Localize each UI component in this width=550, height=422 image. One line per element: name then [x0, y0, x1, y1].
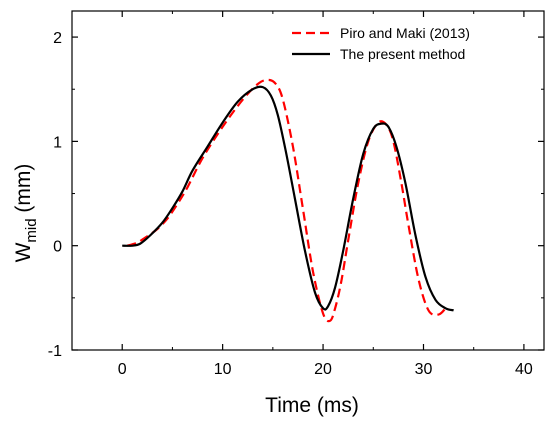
y-tick-label: -1 — [48, 343, 62, 360]
x-axis-title: Time (ms) — [265, 394, 359, 417]
x-tick-label: 0 — [118, 361, 127, 378]
y-tick-label: 0 — [53, 239, 62, 256]
plot-frame — [71, 10, 545, 351]
legend: Piro and Maki (2013) The present method — [292, 25, 470, 62]
y-axis-title-base: W — [12, 242, 35, 262]
series-line-2 — [122, 85, 454, 312]
y-axis-title-subscript: mid — [23, 218, 40, 242]
x-tick-label: 10 — [214, 361, 232, 378]
legend-label-1: Piro and Maki (2013) — [340, 25, 470, 41]
x-tick-label: 20 — [314, 361, 332, 378]
y-tick-label: 1 — [53, 134, 62, 151]
plot-area: 0 10 20 30 40 -1 0 1 2 — [48, 10, 545, 378]
x-tick-label: 30 — [415, 361, 433, 378]
legend-label-2: The present method — [340, 46, 465, 62]
y-axis-title: Wmid (mm) — [12, 164, 40, 263]
x-tick-label: 40 — [515, 361, 533, 378]
y-axis-title-unit: (mm) — [12, 164, 35, 219]
y-tick-label: 2 — [53, 30, 62, 47]
series-line-1 — [126, 78, 447, 323]
